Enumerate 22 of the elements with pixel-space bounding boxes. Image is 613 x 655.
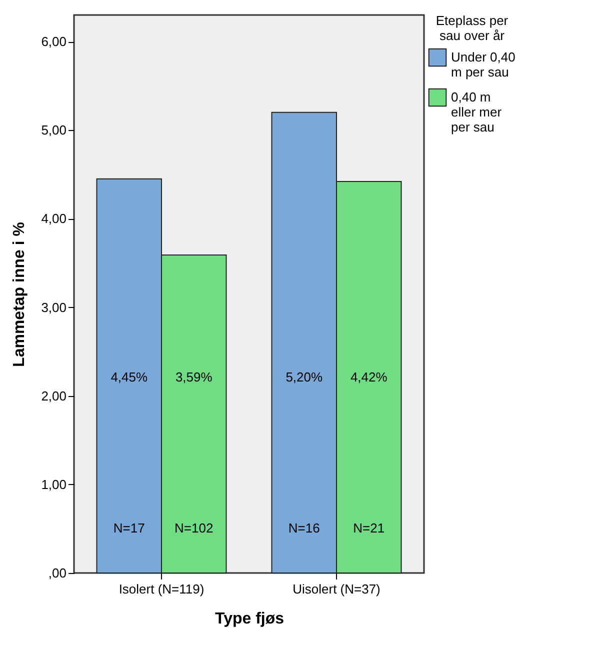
- y-tick-label: ,00: [48, 566, 66, 580]
- y-tick-label: 4,00: [41, 211, 66, 226]
- x-tick-label: Isolert (N=119): [118, 582, 204, 596]
- y-tick-label: 2,00: [41, 388, 66, 404]
- data-label: 4,42%: [350, 370, 388, 385]
- annotation: N=17: [113, 520, 145, 536]
- x-axis-title: Type fjøs: [214, 610, 284, 628]
- data-label: 4,45%: [110, 370, 148, 385]
- annotation: N=21: [353, 520, 385, 536]
- legend-label: Under 0,40 m per sau: [451, 50, 516, 80]
- x-tick-label: Uisolert (N=37): [292, 582, 380, 596]
- legend-title: Eteplass per sau over år: [436, 13, 509, 43]
- y-tick-label: 6,00: [41, 34, 66, 50]
- annotation: N=102: [174, 520, 214, 536]
- y-tick-label: 1,00: [41, 476, 66, 492]
- y-axis-title: Lammetap inne i %: [11, 222, 28, 367]
- data-label: 5,20%: [286, 370, 323, 385]
- y-tick-label: 3,00: [41, 300, 66, 315]
- legend-label: 0,40 m eller mer per sau: [451, 90, 502, 134]
- data-label: 3,59%: [175, 370, 213, 385]
- annotation: N=16: [288, 520, 320, 536]
- y-tick-label: 5,00: [41, 122, 66, 138]
